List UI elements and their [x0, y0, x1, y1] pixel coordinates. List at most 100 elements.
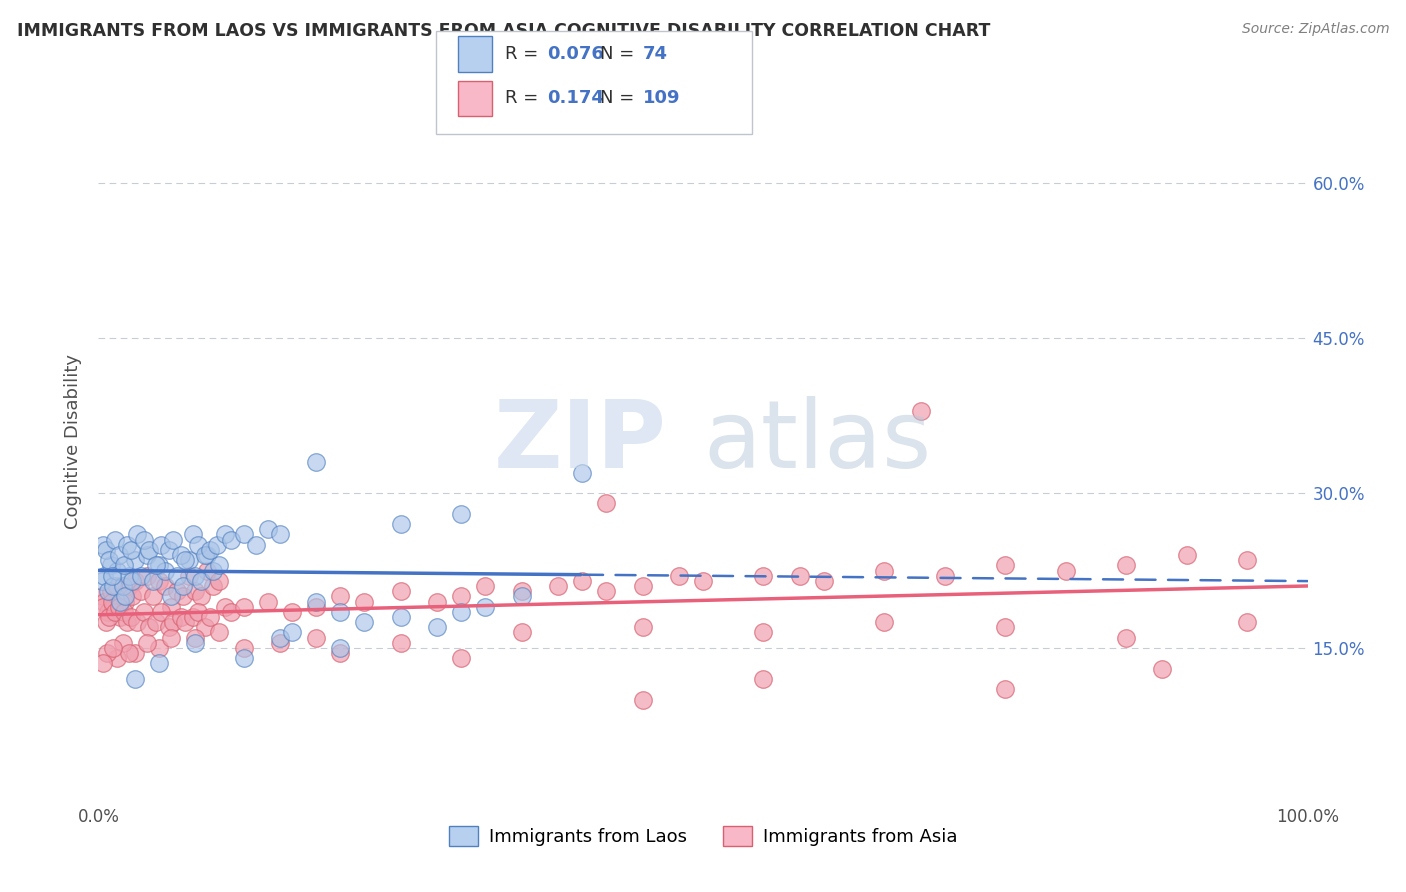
Point: [166, 584, 188, 599]
Point: [97, 605, 120, 619]
Point: [450, 605, 472, 619]
Point: [105, 579, 128, 593]
Point: [214, 599, 236, 614]
Point: [692, 574, 714, 588]
Point: [120, 542, 142, 557]
Point: [571, 574, 593, 588]
Point: [94, 542, 117, 557]
Point: [194, 548, 217, 562]
Point: [118, 568, 141, 582]
Point: [134, 533, 156, 547]
Point: [138, 542, 160, 557]
Point: [184, 584, 207, 599]
Point: [101, 640, 124, 655]
Point: [160, 631, 183, 645]
Point: [353, 615, 375, 630]
Point: [752, 568, 775, 582]
Point: [184, 636, 207, 650]
Point: [105, 651, 128, 665]
Point: [232, 651, 254, 665]
Point: [187, 538, 209, 552]
Point: [148, 657, 170, 671]
Point: [100, 568, 122, 582]
Point: [269, 527, 291, 541]
Point: [148, 640, 170, 655]
Point: [98, 553, 121, 567]
Point: [129, 584, 152, 599]
Point: [97, 584, 120, 599]
Point: [389, 584, 412, 599]
Point: [111, 636, 134, 650]
Point: [1115, 558, 1137, 573]
Text: 0.174: 0.174: [547, 89, 603, 107]
Point: [124, 672, 146, 686]
Point: [994, 682, 1017, 697]
Point: [124, 553, 146, 567]
Point: [873, 615, 896, 630]
Point: [142, 574, 165, 588]
Point: [329, 590, 352, 604]
Point: [94, 615, 117, 630]
Point: [205, 538, 228, 552]
Point: [190, 590, 212, 604]
Point: [117, 615, 139, 630]
Legend: Immigrants from Laos, Immigrants from Asia: Immigrants from Laos, Immigrants from As…: [440, 817, 966, 855]
Point: [631, 620, 654, 634]
Point: [181, 610, 204, 624]
Point: [108, 594, 131, 608]
Point: [1152, 662, 1174, 676]
Point: [752, 625, 775, 640]
Point: [631, 692, 654, 706]
Point: [162, 615, 184, 630]
Point: [269, 631, 291, 645]
Point: [160, 599, 183, 614]
Point: [100, 558, 122, 573]
Point: [934, 568, 956, 582]
Point: [668, 568, 690, 582]
Point: [389, 517, 412, 532]
Point: [305, 599, 328, 614]
Point: [198, 610, 221, 624]
Point: [108, 610, 131, 624]
Point: [245, 538, 267, 552]
Point: [112, 605, 135, 619]
Point: [305, 455, 328, 469]
Point: [98, 610, 121, 624]
Point: [160, 590, 183, 604]
Point: [135, 636, 157, 650]
Point: [172, 579, 194, 593]
Point: [1175, 548, 1198, 562]
Point: [112, 558, 135, 573]
Point: [221, 605, 243, 619]
Point: [595, 496, 617, 510]
Point: [169, 548, 191, 562]
Point: [510, 625, 533, 640]
Point: [104, 533, 127, 547]
Text: R =: R =: [505, 89, 550, 107]
Point: [145, 558, 167, 573]
Point: [256, 522, 278, 536]
Point: [1054, 564, 1077, 578]
Point: [389, 610, 412, 624]
Point: [571, 466, 593, 480]
Text: 0.076: 0.076: [547, 45, 603, 63]
Point: [148, 558, 170, 573]
Point: [994, 558, 1017, 573]
Point: [169, 610, 191, 624]
Point: [174, 553, 197, 567]
Point: [179, 553, 201, 567]
Point: [910, 403, 932, 417]
Point: [91, 574, 114, 588]
Text: R =: R =: [505, 45, 544, 63]
Point: [118, 579, 141, 593]
Point: [124, 574, 146, 588]
Point: [121, 590, 143, 604]
Point: [450, 651, 472, 665]
Point: [150, 605, 173, 619]
Point: [813, 574, 835, 588]
Point: [450, 507, 472, 521]
Point: [174, 615, 197, 630]
Point: [153, 564, 176, 578]
Point: [994, 620, 1017, 634]
Point: [145, 615, 167, 630]
